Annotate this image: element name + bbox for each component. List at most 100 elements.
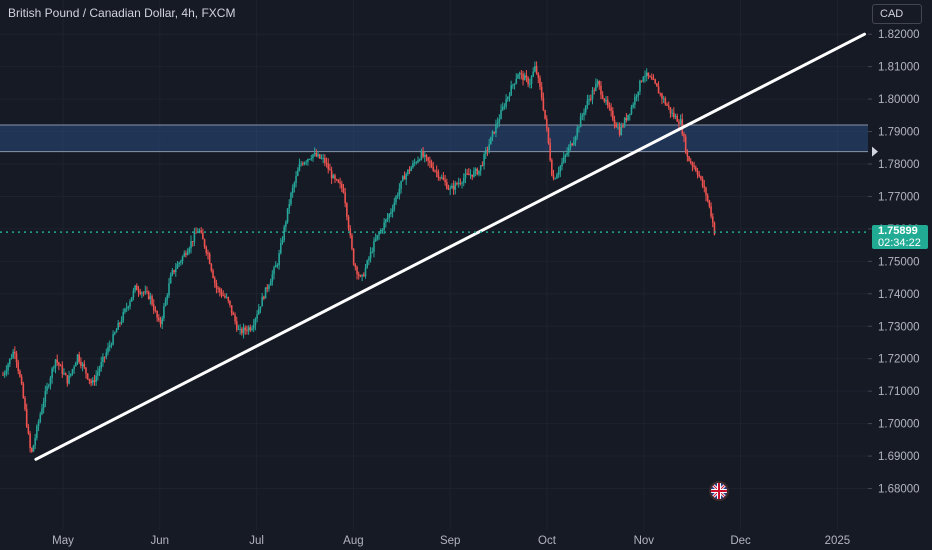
candle-body [683, 134, 685, 137]
trendline[interactable] [34, 32, 867, 461]
candle-body [501, 106, 504, 110]
candle-body [169, 274, 172, 284]
candle-body [268, 285, 270, 289]
candle-body [410, 167, 413, 171]
candle-body [561, 162, 563, 167]
candle-body [662, 98, 665, 100]
candle-body [342, 188, 345, 193]
candle-body [208, 253, 211, 264]
candle-body [239, 328, 241, 330]
candle-body [332, 175, 335, 179]
candle-body [183, 253, 186, 257]
candle-body [276, 265, 279, 266]
candle-body [147, 291, 150, 300]
candle-body [451, 185, 453, 189]
candle-body [635, 96, 638, 98]
candle-body [625, 118, 628, 121]
candle-body [440, 177, 443, 179]
candle-body [705, 187, 707, 196]
candle-body [486, 150, 489, 151]
candle-body [137, 290, 140, 292]
candle-body [483, 154, 485, 166]
candle-body [435, 170, 438, 172]
candle-body [613, 119, 616, 124]
candle-body [689, 161, 692, 163]
candle-body [352, 248, 355, 265]
candle-body [198, 230, 201, 232]
candle-body [210, 263, 213, 271]
candle-body [257, 308, 260, 315]
candle-body [195, 232, 197, 234]
candle-body [288, 204, 291, 209]
candle-body [567, 147, 570, 153]
candle-body [481, 165, 484, 166]
candle-body [656, 83, 658, 87]
candle-body [103, 356, 106, 358]
candle-body [590, 99, 592, 100]
candle-body [617, 127, 619, 129]
candle-body [456, 183, 458, 185]
candle-body [41, 408, 43, 415]
candle-body [251, 328, 253, 330]
candle-body [171, 270, 174, 275]
candle-body [19, 370, 21, 377]
candle-body [578, 127, 580, 129]
candle-body [42, 402, 45, 409]
candle-body [583, 112, 585, 116]
chart-grid [0, 0, 868, 530]
candle-body [610, 107, 612, 111]
candle-body [390, 212, 392, 215]
candle-body [434, 170, 436, 172]
chart-title: British Pound / Canadian Dollar, 4h, FXC… [8, 6, 236, 20]
candle-body [378, 233, 380, 236]
candle-body [581, 115, 584, 117]
candle-body [97, 371, 99, 376]
bar-countdown: 02:34:22 [878, 237, 921, 249]
candle-body [266, 287, 269, 289]
candle-body [363, 274, 365, 277]
candle-body [44, 390, 47, 403]
candle-body [500, 109, 502, 119]
candle-body [652, 79, 655, 81]
candle-body [291, 187, 294, 193]
candle-body [669, 107, 672, 113]
candle-body [415, 162, 418, 164]
candle-body [212, 270, 214, 278]
candle-body [273, 267, 275, 275]
candle-body [356, 266, 358, 275]
candle-body [34, 437, 36, 446]
candle-body [474, 168, 477, 171]
uk-flag-icon[interactable] [709, 481, 729, 501]
candle-body [522, 73, 524, 81]
candle-body [115, 329, 118, 333]
candle-body [446, 182, 448, 189]
candle-body [7, 364, 9, 371]
currency-button[interactable]: CAD [872, 4, 922, 24]
candle-body [254, 318, 257, 325]
candle-body [650, 77, 653, 80]
candle-body [620, 126, 623, 135]
candle-body [54, 359, 57, 368]
candle-body [452, 185, 455, 190]
candle-body [405, 174, 407, 180]
candle-body [632, 104, 634, 107]
candle-body [549, 143, 551, 161]
candle-body [647, 72, 650, 77]
candle-body [222, 295, 225, 297]
candle-body [457, 182, 460, 185]
y-tick-label: 1.79000 [878, 127, 920, 139]
candle-body [220, 291, 223, 296]
candle-body [188, 248, 191, 252]
candle-body [425, 154, 428, 158]
candle-body [564, 154, 567, 158]
candle-body [78, 354, 81, 362]
candle-body [63, 373, 65, 375]
candle-body [58, 362, 60, 366]
candle-body [230, 305, 233, 314]
candle-body [229, 300, 231, 306]
candle-body [244, 327, 247, 331]
candle-body [493, 131, 496, 134]
candle-body [684, 136, 687, 153]
candle-body [606, 99, 609, 106]
